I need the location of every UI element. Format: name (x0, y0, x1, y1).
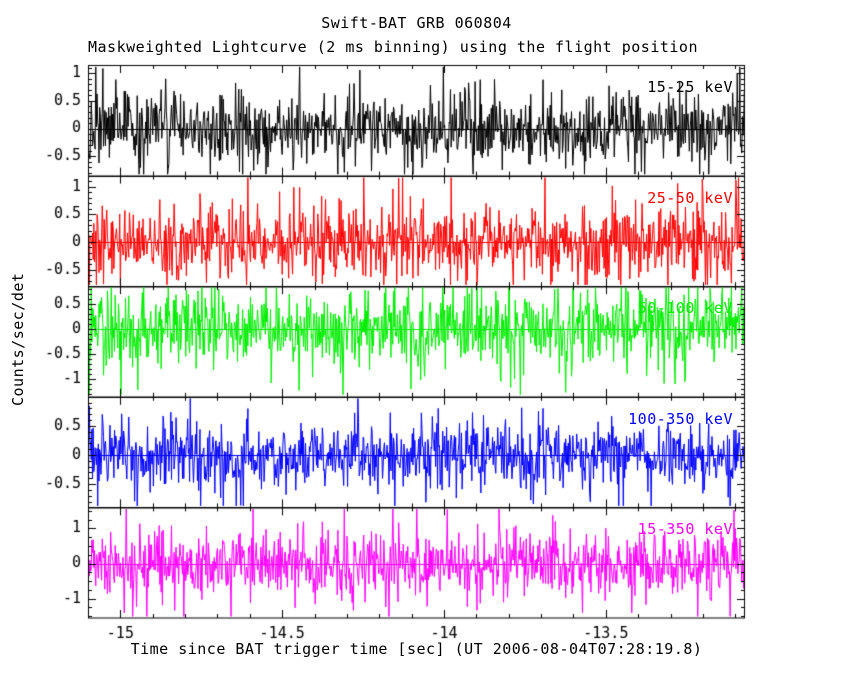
x-axis-label: Time since BAT trigger time [sec] (UT 20… (130, 640, 703, 658)
band-label-15-25-kev: 15-25 keV (647, 78, 733, 96)
band-label-100-350-kev: 100-350 keV (628, 409, 733, 428)
chart-title: Swift-BAT GRB 060804 (321, 14, 512, 32)
band-label-50-100-kev: 50-100 keV (637, 299, 733, 318)
y-axis-label: Counts/sec/det (9, 272, 27, 406)
chart-subtitle: Maskweighted Lightcurve (2 ms binning) u… (88, 38, 698, 56)
band-label-25-50-kev: 25-50 keV (647, 188, 733, 207)
band-label-15-350-kev: 15-350 keV (637, 520, 733, 539)
